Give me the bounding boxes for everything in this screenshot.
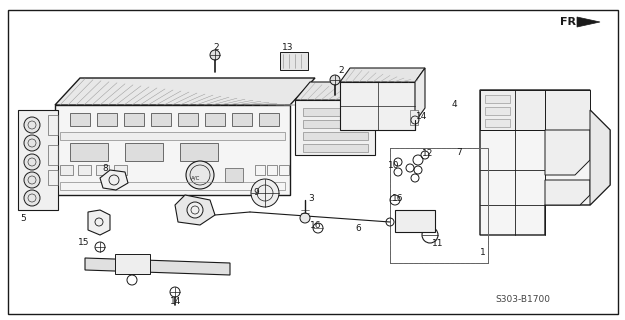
Bar: [48, 170, 58, 185]
Bar: [390, 148, 488, 263]
Bar: [255, 165, 265, 175]
Circle shape: [24, 154, 40, 170]
Text: 14: 14: [170, 298, 181, 307]
Text: 7: 7: [456, 148, 462, 156]
Circle shape: [24, 135, 40, 151]
Bar: [70, 143, 108, 161]
Text: S303-B1700: S303-B1700: [495, 295, 550, 305]
Bar: [390, 148, 488, 263]
Bar: [114, 165, 127, 175]
Bar: [96, 165, 109, 175]
Text: 16: 16: [310, 220, 321, 229]
Bar: [70, 113, 90, 126]
Circle shape: [24, 172, 40, 188]
Polygon shape: [18, 110, 58, 210]
Polygon shape: [577, 17, 600, 27]
Circle shape: [24, 190, 40, 206]
Text: 2: 2: [338, 66, 344, 75]
Bar: [303, 108, 368, 116]
Bar: [97, 113, 117, 126]
Polygon shape: [88, 210, 110, 235]
Text: 4: 4: [452, 100, 458, 108]
Bar: [125, 143, 163, 161]
Circle shape: [251, 179, 279, 207]
Bar: [48, 145, 58, 165]
Polygon shape: [545, 180, 590, 205]
Bar: [279, 165, 289, 175]
Polygon shape: [340, 68, 425, 82]
Polygon shape: [545, 130, 590, 175]
Bar: [485, 95, 510, 103]
Bar: [60, 132, 285, 140]
Circle shape: [187, 202, 203, 218]
Text: 10: 10: [388, 161, 399, 170]
Bar: [259, 113, 279, 126]
Polygon shape: [175, 195, 215, 225]
Bar: [178, 113, 198, 126]
Polygon shape: [55, 78, 315, 105]
Bar: [151, 113, 171, 126]
Bar: [395, 210, 435, 232]
Circle shape: [300, 213, 310, 223]
Text: 3: 3: [308, 194, 314, 203]
Bar: [232, 113, 252, 126]
Bar: [124, 113, 144, 126]
Circle shape: [186, 161, 214, 189]
Text: 15: 15: [78, 237, 89, 246]
Bar: [303, 120, 368, 128]
Text: 6: 6: [355, 223, 361, 233]
Text: A/C: A/C: [191, 175, 201, 180]
Polygon shape: [85, 258, 230, 275]
Polygon shape: [295, 82, 390, 100]
Bar: [485, 107, 510, 115]
Text: 1: 1: [480, 247, 486, 257]
Bar: [115, 254, 150, 274]
Polygon shape: [340, 82, 415, 130]
Circle shape: [330, 75, 340, 85]
Bar: [60, 182, 285, 190]
Polygon shape: [480, 90, 610, 235]
Polygon shape: [480, 90, 590, 130]
Bar: [48, 115, 58, 135]
Bar: [205, 113, 225, 126]
Text: 11: 11: [432, 238, 444, 247]
Bar: [225, 168, 243, 182]
Circle shape: [210, 50, 220, 60]
Polygon shape: [295, 100, 375, 155]
Polygon shape: [590, 110, 610, 205]
Polygon shape: [415, 68, 425, 122]
Text: 9: 9: [253, 188, 259, 196]
Bar: [60, 165, 73, 175]
Text: 12: 12: [422, 148, 433, 157]
Bar: [280, 52, 308, 70]
Bar: [303, 144, 368, 152]
Text: 8: 8: [102, 164, 107, 172]
Polygon shape: [100, 170, 128, 190]
Polygon shape: [55, 105, 290, 195]
Text: 16: 16: [392, 194, 404, 203]
Bar: [410, 110, 418, 125]
Bar: [78, 165, 91, 175]
Bar: [485, 119, 510, 127]
Text: FR.: FR.: [560, 17, 581, 27]
Bar: [267, 165, 277, 175]
Text: 5: 5: [20, 213, 26, 222]
Text: 13: 13: [282, 43, 294, 52]
Bar: [303, 132, 368, 140]
Text: 2: 2: [213, 43, 219, 52]
Bar: [180, 143, 218, 161]
Circle shape: [24, 117, 40, 133]
Text: 14: 14: [416, 111, 428, 121]
